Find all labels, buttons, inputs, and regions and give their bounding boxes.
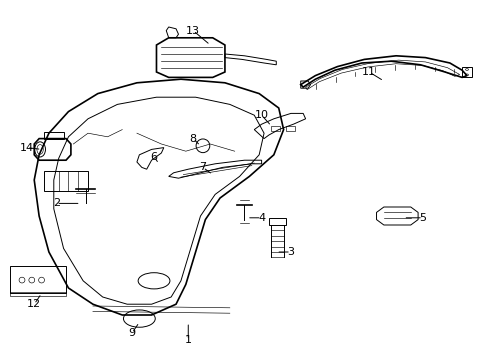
Text: 14: 14 <box>20 143 34 153</box>
Text: 8: 8 <box>189 134 196 144</box>
Bar <box>44 171 88 191</box>
Text: 1: 1 <box>184 335 191 345</box>
Text: 2: 2 <box>53 198 60 208</box>
Bar <box>285 126 294 131</box>
Text: 13: 13 <box>186 26 200 36</box>
Bar <box>268 218 285 225</box>
Text: 9: 9 <box>128 328 135 338</box>
Bar <box>10 266 66 293</box>
Bar <box>271 126 280 131</box>
Text: 7: 7 <box>199 162 206 172</box>
Text: 5: 5 <box>419 213 426 223</box>
Text: 4: 4 <box>258 213 264 223</box>
Text: 12: 12 <box>27 299 41 309</box>
Text: 6: 6 <box>150 152 157 162</box>
Bar <box>10 292 66 296</box>
Bar <box>44 132 63 139</box>
Text: 3: 3 <box>287 247 294 257</box>
Text: 11: 11 <box>362 67 375 77</box>
Text: 10: 10 <box>254 110 268 120</box>
